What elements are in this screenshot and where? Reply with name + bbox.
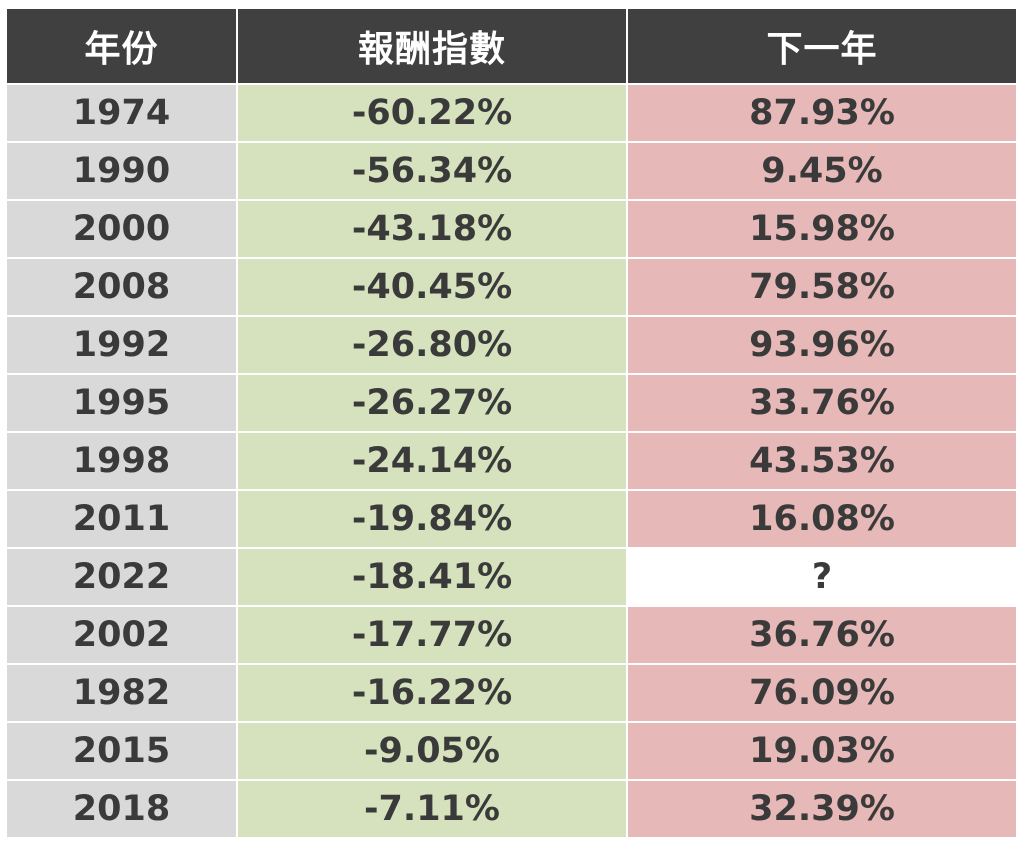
header-year: 年份 xyxy=(7,9,236,83)
return-cell: -18.41% xyxy=(238,549,626,605)
return-cell: -40.45% xyxy=(238,259,626,315)
next-year-cell: 76.09% xyxy=(628,665,1016,721)
next-year-cell: 36.76% xyxy=(628,607,1016,663)
table-row: 1995 -26.27% 33.76% xyxy=(7,375,1016,431)
next-year-cell: 43.53% xyxy=(628,433,1016,489)
year-cell: 1992 xyxy=(7,317,236,373)
table-row: 2018 -7.11% 32.39% xyxy=(7,781,1016,837)
return-cell: -7.11% xyxy=(238,781,626,837)
return-cell: -17.77% xyxy=(238,607,626,663)
return-cell: -26.80% xyxy=(238,317,626,373)
next-year-cell-unknown: ? xyxy=(628,549,1016,605)
next-year-cell: 33.76% xyxy=(628,375,1016,431)
table-row: 1998 -24.14% 43.53% xyxy=(7,433,1016,489)
table-row: 2008 -40.45% 79.58% xyxy=(7,259,1016,315)
year-cell: 2002 xyxy=(7,607,236,663)
header-next-year: 下一年 xyxy=(628,9,1016,83)
return-cell: -56.34% xyxy=(238,143,626,199)
table-row: 1982 -16.22% 76.09% xyxy=(7,665,1016,721)
return-cell: -24.14% xyxy=(238,433,626,489)
return-cell: -19.84% xyxy=(238,491,626,547)
next-year-cell: 87.93% xyxy=(628,85,1016,141)
year-cell: 2008 xyxy=(7,259,236,315)
return-cell: -26.27% xyxy=(238,375,626,431)
table-row: 2002 -17.77% 36.76% xyxy=(7,607,1016,663)
year-cell: 1995 xyxy=(7,375,236,431)
header-return-index: 報酬指數 xyxy=(238,9,626,83)
return-cell: -9.05% xyxy=(238,723,626,779)
year-cell: 2000 xyxy=(7,201,236,257)
year-cell: 2018 xyxy=(7,781,236,837)
return-cell: -16.22% xyxy=(238,665,626,721)
return-cell: -60.22% xyxy=(238,85,626,141)
table-row: 1990 -56.34% 9.45% xyxy=(7,143,1016,199)
year-cell: 2015 xyxy=(7,723,236,779)
next-year-cell: 93.96% xyxy=(628,317,1016,373)
table-row: 1974 -60.22% 87.93% xyxy=(7,85,1016,141)
next-year-cell: 19.03% xyxy=(628,723,1016,779)
return-cell: -43.18% xyxy=(238,201,626,257)
next-year-cell: 16.08% xyxy=(628,491,1016,547)
year-cell: 2011 xyxy=(7,491,236,547)
next-year-cell: 79.58% xyxy=(628,259,1016,315)
next-year-cell: 32.39% xyxy=(628,781,1016,837)
year-cell: 1982 xyxy=(7,665,236,721)
year-cell: 2022 xyxy=(7,549,236,605)
header-row: 年份 報酬指數 下一年 xyxy=(7,9,1016,83)
table-row: 2015 -9.05% 19.03% xyxy=(7,723,1016,779)
returns-table: 年份 報酬指數 下一年 1974 -60.22% 87.93% 1990 -56… xyxy=(7,9,1016,837)
year-cell: 1998 xyxy=(7,433,236,489)
table-row: 2000 -43.18% 15.98% xyxy=(7,201,1016,257)
table-row: 2011 -19.84% 16.08% xyxy=(7,491,1016,547)
table-row: 1992 -26.80% 93.96% xyxy=(7,317,1016,373)
table-row: 2022 -18.41% ? xyxy=(7,549,1016,605)
next-year-cell: 15.98% xyxy=(628,201,1016,257)
year-cell: 1974 xyxy=(7,85,236,141)
next-year-cell: 9.45% xyxy=(628,143,1016,199)
year-cell: 1990 xyxy=(7,143,236,199)
